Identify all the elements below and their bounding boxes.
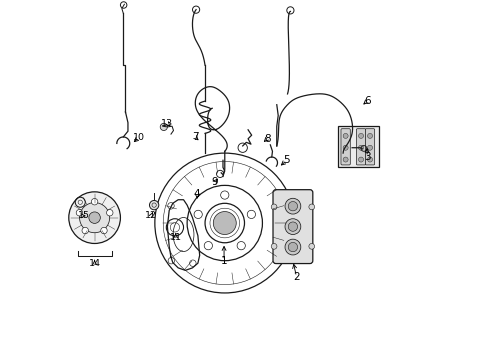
Text: 4: 4: [193, 189, 200, 199]
Circle shape: [367, 145, 372, 150]
Bar: [337, 126, 378, 167]
Circle shape: [220, 191, 228, 199]
Circle shape: [343, 134, 347, 138]
Text: 5: 5: [283, 155, 289, 165]
Circle shape: [271, 243, 276, 249]
Circle shape: [149, 201, 159, 210]
Circle shape: [160, 123, 167, 131]
Circle shape: [308, 243, 314, 249]
Circle shape: [358, 145, 363, 150]
Circle shape: [367, 157, 372, 162]
Circle shape: [343, 157, 347, 162]
FancyBboxPatch shape: [365, 129, 374, 165]
Text: 13: 13: [161, 119, 173, 128]
Text: 10: 10: [132, 133, 144, 142]
FancyBboxPatch shape: [272, 190, 312, 264]
Circle shape: [80, 203, 109, 233]
Text: 15: 15: [78, 211, 90, 220]
Circle shape: [167, 203, 174, 209]
Text: 2: 2: [293, 272, 299, 282]
Circle shape: [89, 212, 100, 224]
Circle shape: [287, 222, 297, 231]
Text: 6: 6: [363, 96, 370, 106]
Circle shape: [82, 227, 88, 234]
Circle shape: [247, 210, 255, 219]
Text: 12: 12: [145, 211, 157, 220]
FancyBboxPatch shape: [356, 129, 365, 165]
Circle shape: [213, 212, 236, 234]
Circle shape: [343, 145, 347, 150]
Circle shape: [287, 202, 297, 211]
Circle shape: [308, 204, 314, 210]
Circle shape: [76, 210, 82, 216]
Circle shape: [358, 157, 363, 162]
Circle shape: [287, 242, 297, 252]
Circle shape: [358, 134, 363, 138]
Circle shape: [189, 260, 196, 266]
Circle shape: [204, 242, 212, 250]
Circle shape: [237, 242, 245, 250]
FancyBboxPatch shape: [340, 129, 349, 165]
Text: 14: 14: [88, 259, 101, 268]
Circle shape: [285, 239, 300, 255]
Circle shape: [106, 210, 113, 216]
Circle shape: [91, 198, 98, 205]
Circle shape: [101, 227, 107, 234]
Circle shape: [271, 204, 276, 210]
Text: 9: 9: [211, 177, 218, 187]
Circle shape: [69, 192, 120, 243]
Text: 7: 7: [191, 132, 198, 142]
Circle shape: [168, 257, 174, 264]
Circle shape: [285, 198, 300, 214]
Circle shape: [285, 219, 300, 234]
Circle shape: [367, 134, 372, 138]
Text: 3: 3: [363, 152, 370, 162]
Circle shape: [194, 210, 202, 219]
Text: 11: 11: [169, 233, 181, 242]
Text: 1: 1: [220, 256, 227, 266]
Text: 8: 8: [263, 134, 270, 144]
